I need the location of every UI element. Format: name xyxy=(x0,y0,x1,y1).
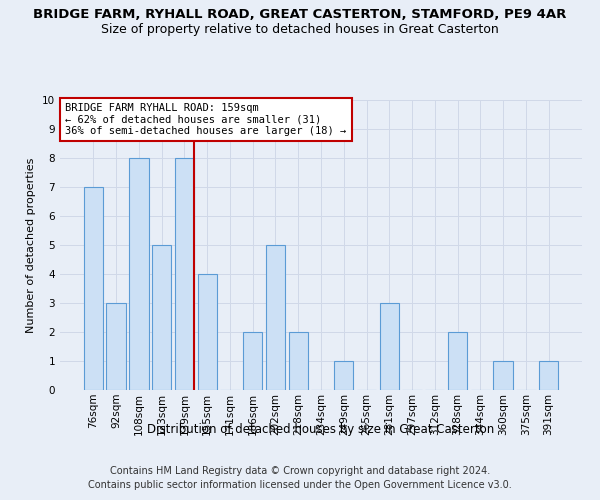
Text: Contains HM Land Registry data © Crown copyright and database right 2024.: Contains HM Land Registry data © Crown c… xyxy=(110,466,490,476)
Bar xyxy=(243,332,262,390)
Text: BRIDGE FARM RYHALL ROAD: 159sqm
← 62% of detached houses are smaller (31)
36% of: BRIDGE FARM RYHALL ROAD: 159sqm ← 62% of… xyxy=(65,103,346,136)
Bar xyxy=(334,361,353,390)
Bar xyxy=(380,303,399,390)
Bar xyxy=(493,361,513,390)
Text: Size of property relative to detached houses in Great Casterton: Size of property relative to detached ho… xyxy=(101,22,499,36)
Text: BRIDGE FARM, RYHALL ROAD, GREAT CASTERTON, STAMFORD, PE9 4AR: BRIDGE FARM, RYHALL ROAD, GREAT CASTERTO… xyxy=(34,8,566,20)
Bar xyxy=(289,332,308,390)
Bar xyxy=(448,332,467,390)
Bar xyxy=(129,158,149,390)
Text: Distribution of detached houses by size in Great Casterton: Distribution of detached houses by size … xyxy=(148,422,494,436)
Y-axis label: Number of detached properties: Number of detached properties xyxy=(26,158,37,332)
Bar xyxy=(84,187,103,390)
Text: Contains public sector information licensed under the Open Government Licence v3: Contains public sector information licen… xyxy=(88,480,512,490)
Bar xyxy=(175,158,194,390)
Bar xyxy=(152,245,172,390)
Bar xyxy=(539,361,558,390)
Bar xyxy=(106,303,126,390)
Bar xyxy=(197,274,217,390)
Bar xyxy=(266,245,285,390)
